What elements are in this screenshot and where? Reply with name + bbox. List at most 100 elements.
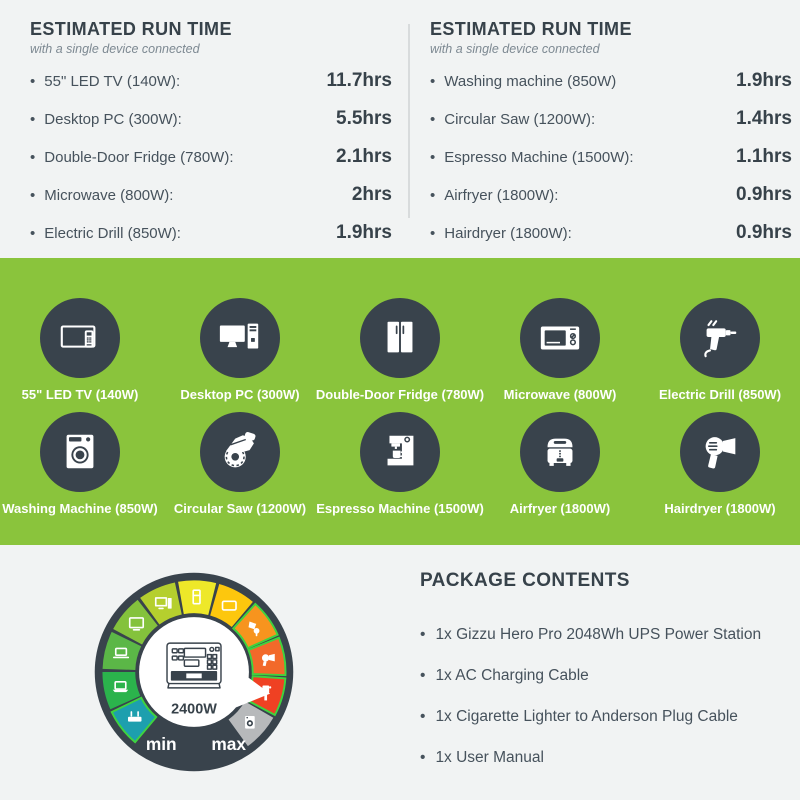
appliance-hairdryer: Hairdryer (1800W): [640, 412, 800, 516]
runtime-row: Electric Drill (850W): 1.9hrs: [30, 214, 392, 252]
runtime-row: Desktop PC (300W): 5.5hrs: [30, 100, 392, 138]
drill-icon: [704, 320, 737, 358]
appliance-label: Circular Saw (1200W): [173, 501, 307, 516]
runtime-column-left: ESTIMATED RUN TIME with a single device …: [30, 0, 392, 252]
device-label: Circular Saw (1200W):: [430, 111, 595, 128]
appliance-espresso: Espresso Machine (1500W): [316, 412, 484, 516]
package-item: 1x AC Charging Cable: [420, 655, 790, 696]
runtime-subtitle: with a single device connected: [430, 42, 600, 56]
runtime-value: 1.1hrs: [736, 146, 792, 167]
runtime-row: Airfryer (1800W): 0.9hrs: [430, 176, 792, 214]
appliance-washing-machine: Washing Machine (850W): [0, 412, 160, 516]
runtime-title: ESTIMATED RUN TIME: [30, 19, 232, 39]
gauge-icon-tv: [128, 617, 145, 631]
package-item: 1x Cigarette Lighter to Anderson Plug Ca…: [420, 696, 790, 737]
gauge-icon-hairdryer: [261, 653, 275, 667]
runtime-value: 2hrs: [351, 184, 392, 205]
appliance-label: Microwave (800W): [503, 387, 617, 402]
gauge-max-label: max: [211, 734, 246, 754]
appliance-drill: Electric Drill (850W): [640, 298, 800, 402]
appliance-circle: [360, 412, 440, 492]
gauge-segment-desktop: [140, 582, 182, 625]
runtime-subtitle: with a single device connected: [30, 42, 200, 56]
appliance-circle: [200, 412, 280, 492]
gauge-segment-notebook: [102, 631, 142, 670]
gauge-icon-washer: [245, 716, 255, 729]
espresso-icon: [387, 435, 414, 466]
runtime-value: 11.7hrs: [326, 70, 393, 91]
appliance-row-2: Washing Machine (850W) Circular Saw (120…: [0, 412, 800, 516]
device-label: Electric Drill (850W):: [30, 225, 181, 242]
runtime-title: ESTIMATED RUN TIME: [430, 19, 632, 39]
appliance-label: Desktop PC (300W): [180, 387, 300, 402]
appliance-label: Hairdryer (1800W): [664, 501, 776, 516]
power-gauge: 2400W min max: [88, 566, 300, 778]
runtime-row: 55" LED TV (140W): 11.7hrs: [30, 62, 392, 100]
appliance-label: 55" LED TV (140W): [21, 387, 139, 402]
runtime-row: Double-Door Fridge (780W): 2.1hrs: [30, 138, 392, 176]
runtime-value: 1.4hrs: [736, 108, 792, 129]
runtime-value: 1.9hrs: [336, 222, 392, 243]
device-label: Washing machine (850W): [430, 73, 616, 90]
gauge-icon-laptop: [112, 681, 129, 693]
desktop-pc-icon: [219, 323, 259, 349]
appliance-circle: [40, 298, 120, 378]
appliance-circle: [520, 298, 600, 378]
gauge-icon-fridge: [192, 589, 201, 605]
package-contents: PACKAGE CONTENTS 1x Gizzu Hero Pro 2048W…: [420, 570, 790, 778]
appliance-label: Double-Door Fridge (780W): [315, 387, 485, 402]
appliance-circle: [520, 412, 600, 492]
runtime-value: 1.9hrs: [736, 70, 792, 91]
appliance-circular-saw: Circular Saw (1200W): [160, 412, 320, 516]
appliance-label: Espresso Machine (1500W): [316, 501, 484, 516]
appliance-fridge: Double-Door Fridge (780W): [316, 298, 484, 402]
runtime-row: Espresso Machine (1500W): 1.1hrs: [430, 138, 792, 176]
device-label: Espresso Machine (1500W):: [430, 149, 633, 166]
gauge-pointer: [236, 677, 271, 708]
runtime-value: 0.9hrs: [736, 184, 792, 205]
washing-machine-icon: [66, 434, 94, 469]
package-item: 1x User Manual: [420, 737, 790, 778]
runtime-value: 5.5hrs: [336, 108, 392, 129]
fridge-icon: [387, 321, 413, 353]
device-label: Hairdryer (1800W):: [430, 225, 572, 242]
appliance-label: Airfryer (1800W): [509, 501, 611, 516]
runtime-row: Washing machine (850W) 1.9hrs: [430, 62, 792, 100]
power-gauge-dial: 2400W min max: [94, 572, 294, 772]
runtime-value: 2.1hrs: [336, 146, 392, 167]
airfryer-icon: [547, 438, 573, 466]
appliance-circle: [680, 298, 760, 378]
bottom-section: 2400W min max PACKAGE CONTENTS 1x Gizzu …: [0, 545, 800, 800]
gauge-segment-tablet: [210, 584, 253, 627]
package-list: 1x Gizzu Hero Pro 2048Wh UPS Power Stati…: [420, 614, 790, 778]
appliance-label: Washing Machine (850W): [2, 501, 158, 516]
appliance-airfryer: Airfryer (1800W): [480, 412, 640, 516]
gauge-center-value: 2400W: [171, 701, 217, 717]
hairdryer-icon: [705, 437, 736, 469]
gauge-icon-desktop: [154, 597, 172, 610]
runtime-column-right: ESTIMATED RUN TIME with a single device …: [430, 0, 792, 252]
appliance-label: Electric Drill (850W): [658, 387, 782, 402]
appliance-microwave: Microwave (800W): [480, 298, 640, 402]
device-label: Double-Door Fridge (780W):: [30, 149, 233, 166]
appliance-circle: [680, 412, 760, 492]
runtime-row: Microwave (800W): 2hrs: [30, 176, 392, 214]
tv-icon: [60, 325, 96, 348]
package-item: 1x Gizzu Hero Pro 2048Wh UPS Power Stati…: [420, 614, 790, 655]
appliance-circle: [360, 298, 440, 378]
power-station-illustration: [166, 642, 222, 689]
device-label: Desktop PC (300W):: [30, 111, 182, 128]
circular-saw-icon: [224, 431, 256, 468]
device-label: Microwave (800W):: [30, 187, 173, 204]
runtime-row: Hairdryer (1800W): 0.9hrs: [430, 214, 792, 252]
appliance-tv: 55" LED TV (140W): [0, 298, 160, 402]
gauge-icon-notebook: [113, 647, 130, 659]
package-title: PACKAGE CONTENTS: [420, 570, 630, 591]
gauge-icon-tablet: [221, 600, 237, 611]
column-divider: [408, 24, 410, 218]
appliance-band: 55" LED TV (140W) Desktop PC (300W): [0, 258, 800, 545]
gauge-segment-tv: [113, 599, 158, 645]
runtime-value: 0.9hrs: [736, 222, 792, 243]
device-label: 55" LED TV (140W):: [30, 73, 180, 90]
gauge-min-label: min: [146, 734, 177, 754]
